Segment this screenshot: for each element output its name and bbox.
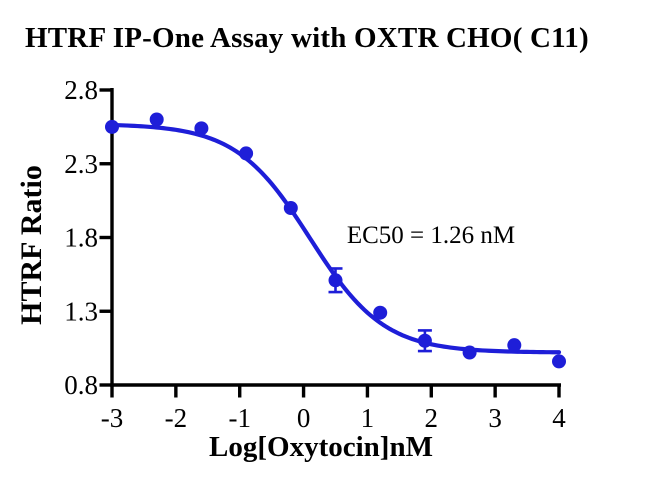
x-axis-title: Log[Oxytocin]nM — [209, 431, 433, 463]
data-point — [149, 112, 164, 127]
x-tick-label: 3 — [488, 403, 502, 433]
x-tick-label: 2 — [425, 403, 439, 433]
x-tick-label: 1 — [361, 403, 375, 433]
y-tick-label: 1.8 — [64, 223, 98, 253]
chart-title: HTRF IP-One Assay with OXTR CHO( C11) — [25, 22, 589, 54]
data-point — [194, 121, 209, 136]
x-tick-label: 0 — [297, 403, 311, 433]
data-point — [417, 333, 432, 348]
x-tick-label: -1 — [228, 403, 251, 433]
dose-response-curve — [109, 122, 562, 355]
data-point — [507, 338, 522, 353]
x-tick-label: 4 — [552, 403, 566, 433]
x-tick-label: -3 — [101, 403, 124, 433]
ec50-annotation: EC50 = 1.26 nM — [346, 222, 516, 249]
data-point — [283, 201, 298, 215]
data-point — [373, 305, 388, 320]
data-point — [105, 119, 119, 134]
data-point — [328, 273, 343, 288]
data-point — [462, 345, 477, 360]
y-tick-label: 2.3 — [64, 149, 98, 179]
y-tick-label: 2.8 — [64, 75, 98, 105]
y-tick-label: 1.3 — [64, 296, 98, 326]
data-point — [552, 354, 566, 369]
x-tick-label: -2 — [165, 403, 188, 433]
data-point — [239, 146, 254, 161]
y-tick-label: 0.8 — [64, 370, 98, 400]
